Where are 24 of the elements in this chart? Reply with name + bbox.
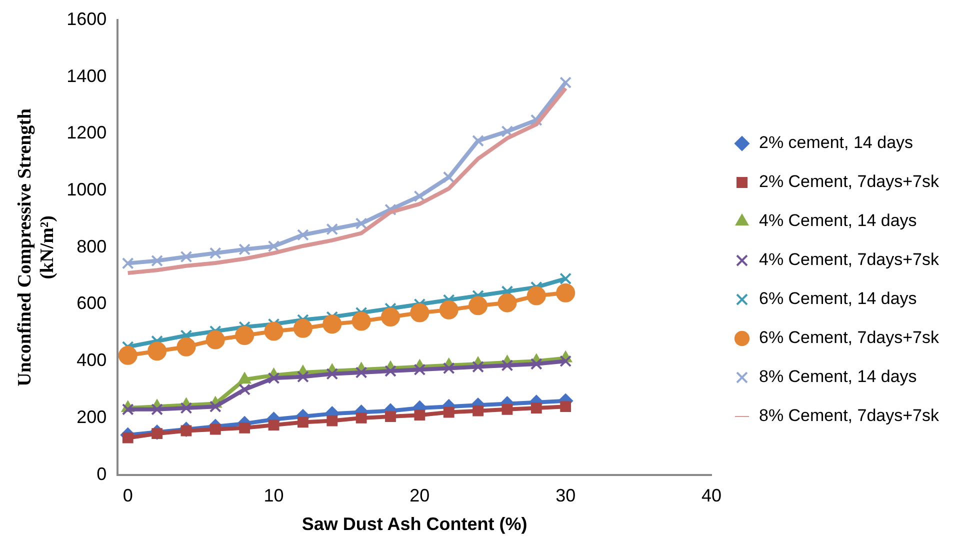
y-tick-label: 400 xyxy=(76,350,107,370)
legend-label: 4% Cement, 7days+7sk xyxy=(758,250,940,270)
x-tick-label: 20 xyxy=(410,486,430,506)
x-tick-label: 10 xyxy=(264,486,284,506)
y-tick-label: 1000 xyxy=(66,180,107,200)
y-tick-label: 1600 xyxy=(66,8,107,29)
y-tick-label: 1200 xyxy=(66,122,107,143)
y-tick-label: 800 xyxy=(76,236,107,256)
legend-label: 4% Cement, 14 days xyxy=(758,211,917,230)
legend-label: 6% Cement, 14 days xyxy=(758,289,917,308)
x-tick-label: 0 xyxy=(122,486,133,506)
legend-label: 2% Cement, 7days+7sk xyxy=(758,172,940,192)
y-tick-label: 1400 xyxy=(66,66,107,86)
y-axis-title: Unconfined Compressive Strength (kN/m²) xyxy=(14,108,58,386)
x-axis-title: Saw Dust Ash Content (%) xyxy=(302,514,528,534)
y-tick-label: 0 xyxy=(96,464,107,484)
legend-label: 8% Cement, 7days+7sk xyxy=(758,406,940,426)
legend-label: 2% cement, 14 days xyxy=(758,133,914,152)
y-tick-label: 200 xyxy=(76,406,107,427)
legend-label: 8% Cement, 14 days xyxy=(758,367,917,386)
y-tick-label: 600 xyxy=(76,293,107,314)
x-tick-label: 30 xyxy=(556,486,576,506)
x-tick-label: 40 xyxy=(701,486,722,506)
legend-label: 6% Cement, 7days+7sk xyxy=(758,328,940,348)
